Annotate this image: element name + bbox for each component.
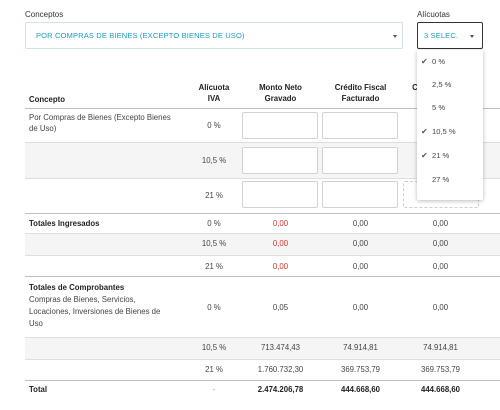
alicuotas-select[interactable]: 3 SELEC.	[417, 22, 483, 49]
totales-comprobantes-title: Totales de Comprobantes	[29, 283, 125, 292]
col4-value: 0,00	[432, 219, 449, 228]
row-shade	[25, 234, 500, 255]
alicuotas-select-value: 3 SELEC.	[424, 31, 459, 40]
credito-value: 0,00	[352, 303, 369, 312]
alicuota-option[interactable]: 2,5 %	[432, 80, 452, 89]
check-icon: ✔	[421, 57, 428, 66]
col4-value: 0,00	[432, 239, 449, 248]
row-rate: 0 %	[207, 219, 221, 228]
divider	[25, 233, 500, 234]
conceptos-select-value: POR COMPRAS DE BIENES (EXCEPTO BIENES DE…	[36, 31, 245, 40]
col4-value: 0,00	[432, 303, 449, 312]
chevron-down-icon	[393, 35, 397, 38]
total-col4: 444.668,60	[420, 385, 461, 394]
col4-value: 0,00	[432, 262, 449, 271]
credito-value: 369.753,79	[340, 365, 381, 374]
alicuota-option[interactable]: ✔ 10,5 %	[417, 122, 483, 142]
total-monto: 2.474.206,78	[257, 385, 304, 394]
row-shade	[25, 338, 500, 359]
divider	[25, 142, 500, 143]
row-rate: 0 %	[207, 303, 221, 312]
row-concepto-text: Por Compras de Bienes (Excepto Bienes de…	[29, 113, 171, 133]
monto-value: 0,00	[272, 239, 289, 248]
check-icon: ✔	[421, 127, 428, 136]
credito-value: 0,00	[352, 262, 369, 271]
row-rate: 10,5 %	[201, 239, 227, 248]
credito-value: 0,00	[352, 219, 369, 228]
total-rate: -	[212, 385, 216, 394]
header-monto: Monto Neto Gravado	[259, 83, 302, 103]
divider	[25, 178, 500, 179]
row-rate: 0 %	[207, 121, 221, 130]
alicuotas-label: Alícuotas	[417, 10, 450, 19]
alicuotas-dropdown-menu: ✔ 0 % 2,5 % 5 % ✔ 10,5 % ✔ 21 % 27 %	[417, 50, 483, 200]
alicuota-option[interactable]: 5 %	[432, 103, 446, 112]
header-credito: Crédito Fiscal Facturado	[334, 83, 387, 103]
check-icon: ✔	[421, 151, 428, 160]
alicuota-option[interactable]: ✔ 21 %	[417, 146, 483, 166]
row-rate: 10,5 %	[201, 156, 227, 165]
credito-input[interactable]	[322, 181, 398, 208]
divider	[25, 359, 500, 360]
credito-input[interactable]	[322, 147, 398, 174]
conceptos-select[interactable]: POR COMPRAS DE BIENES (EXCEPTO BIENES DE…	[25, 22, 403, 49]
conceptos-label: Conceptos	[25, 10, 64, 19]
divider	[25, 213, 500, 214]
divider	[25, 276, 500, 277]
row-rate: 21 %	[205, 262, 223, 271]
monto-input[interactable]	[242, 181, 318, 208]
credito-input[interactable]	[322, 112, 398, 139]
totales-comprobantes-text: Totales de Comprobantes Compras de Biene…	[29, 282, 189, 330]
row-rate: 21 %	[205, 365, 223, 374]
total-credito: 444.668,60	[340, 385, 381, 394]
divider	[25, 337, 500, 338]
divider	[25, 380, 500, 381]
monto-value: 0,00	[272, 262, 289, 271]
monto-value: 0,00	[272, 219, 289, 228]
col4-value: 369.753,79	[420, 365, 461, 374]
chevron-down-icon	[470, 35, 474, 38]
monto-value: 0,05	[272, 303, 289, 312]
col4-value: 74.914,81	[423, 343, 458, 352]
row-rate: 10,5 %	[201, 343, 227, 352]
alicuota-option[interactable]: ✔ 0 %	[417, 52, 483, 72]
credito-value: 74.914,81	[343, 343, 378, 352]
divider	[25, 108, 500, 109]
monto-input[interactable]	[242, 112, 318, 139]
divider	[25, 255, 500, 256]
header-alicuota: Alícuota IVA	[198, 83, 230, 103]
row-rate: 21 %	[205, 191, 223, 200]
total-label: Total	[29, 385, 48, 394]
monto-value: 1.760.732,30	[257, 365, 304, 374]
monto-value: 713.474,43	[260, 343, 301, 352]
header-partial: C	[412, 83, 418, 92]
monto-input[interactable]	[242, 147, 318, 174]
alicuota-option[interactable]: 27 %	[432, 175, 450, 184]
header-concepto: Concepto	[29, 95, 65, 104]
totales-ingresados-title: Totales Ingresados	[29, 219, 100, 228]
credito-value: 0,00	[352, 239, 369, 248]
